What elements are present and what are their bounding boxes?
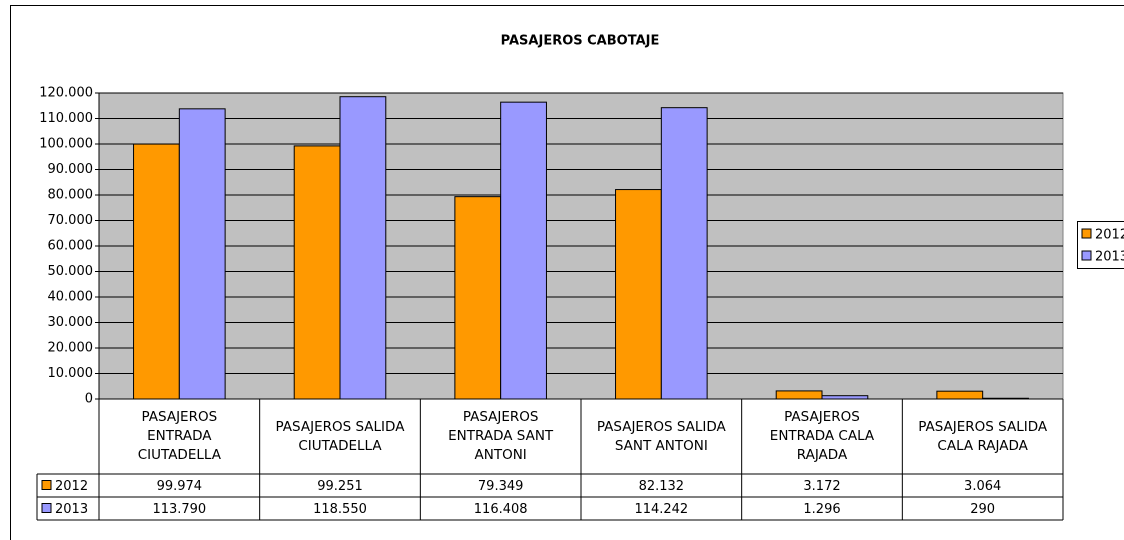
y-tick-label: 60.000: [48, 239, 94, 254]
bar: [936, 390, 984, 400]
bar: [293, 145, 341, 400]
value-label: 113.790: [152, 502, 206, 517]
value-label: 79.349: [478, 479, 524, 494]
bar: [178, 108, 226, 400]
x-tick-label: PASAJEROS SALIDA SANT ANTONI: [596, 418, 726, 454]
value-label: 290: [970, 502, 995, 517]
bar: [454, 196, 502, 400]
value-label: 99.974: [157, 479, 203, 494]
y-tick-label: 90.000: [48, 162, 94, 177]
value-label: 118.550: [313, 502, 367, 517]
bar: [615, 189, 662, 400]
bar: [133, 143, 180, 400]
x-tick-label: PASAJEROS SALIDA CALA RAJADA: [918, 418, 1048, 454]
category-cell: PASAJEROS SALIDA CIUTADELLA: [275, 418, 405, 454]
y-tick-label: 120.000: [39, 86, 93, 101]
legend-key: [41, 503, 52, 513]
value-label: 3.064: [964, 479, 1001, 494]
chart-title: PASAJEROS CABOTAJE: [501, 34, 660, 49]
y-tick-label: 110.000: [39, 111, 93, 126]
bar: [775, 390, 823, 400]
legend-label: 2012: [1095, 228, 1124, 243]
x-tick-label: PASAJEROS SALIDA CIUTADELLA: [275, 418, 405, 454]
bar: [500, 101, 547, 400]
category-cell: PASAJEROS ENTRADA CALA RAJADA: [769, 409, 875, 463]
value-label: 99.251: [317, 479, 363, 494]
category-cell: PASAJEROS SALIDA CALA RAJADA: [918, 418, 1048, 454]
value-label: 3.172: [803, 479, 840, 494]
y-tick-label: 50.000: [48, 264, 94, 279]
value-label: 82.132: [639, 479, 685, 494]
y-tick-label: 40.000: [48, 290, 94, 305]
legend-key: [1081, 228, 1092, 239]
row-label: 2013: [55, 502, 88, 517]
y-tick-label: 80.000: [48, 188, 94, 203]
y-tick-label: 30.000: [48, 315, 94, 330]
legend-key: [41, 480, 52, 490]
y-tick-label: 0: [85, 392, 93, 407]
value-label: 114.242: [634, 502, 688, 517]
row-label: 2012: [55, 479, 88, 494]
legend-label: 2013: [1095, 250, 1124, 265]
value-label: 116.408: [474, 502, 528, 517]
bar: [660, 107, 708, 400]
y-tick-label: 70.000: [48, 213, 94, 228]
category-cell: PASAJEROS ENTRADA CIUTADELLA: [137, 409, 221, 463]
value-label: 1.296: [803, 502, 840, 517]
x-tick-label: PASAJEROS ENTRADA CALA RAJADA: [769, 409, 875, 463]
y-tick-label: 20.000: [48, 341, 94, 356]
category-cell: PASAJEROS SALIDA SANT ANTONI: [596, 418, 726, 454]
bar: [339, 96, 387, 400]
y-tick-label: 100.000: [39, 137, 93, 152]
category-cell: PASAJEROS ENTRADA SANT ANTONI: [448, 409, 554, 463]
x-tick-label: PASAJEROS ENTRADA CIUTADELLA: [137, 409, 221, 463]
y-tick-label: 10.000: [48, 366, 94, 381]
x-tick-label: PASAJEROS ENTRADA SANT ANTONI: [448, 409, 554, 463]
legend-key: [1081, 250, 1092, 261]
